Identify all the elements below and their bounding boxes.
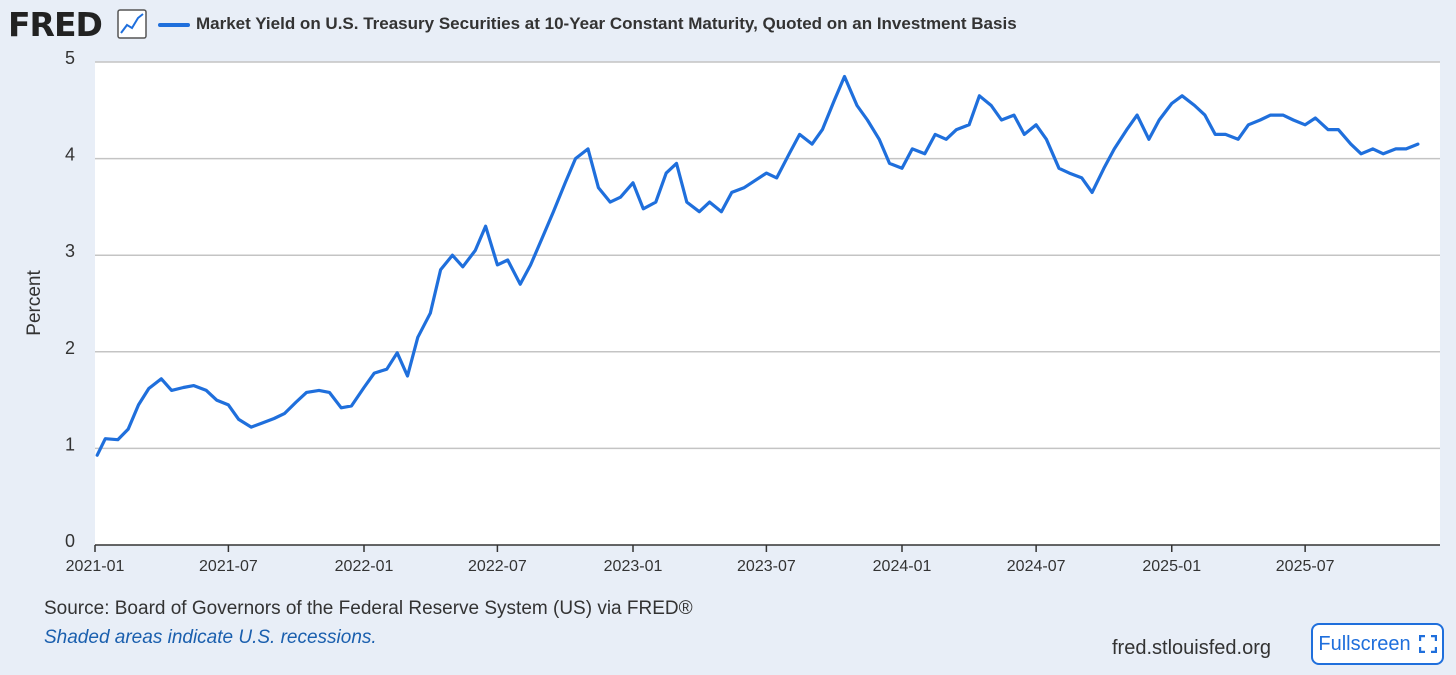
series-line-0 [95, 74, 1420, 457]
y-tick-label: 3 [65, 241, 75, 261]
y-axis-label: Percent [24, 270, 45, 336]
source-text: Source: Board of Governors of the Federa… [44, 598, 693, 619]
x-tick-label: 2023-07 [737, 558, 796, 575]
x-tick-label: 2021-01 [66, 558, 125, 575]
x-tick-label: 2024-07 [1007, 558, 1066, 575]
fred-logo[interactable]: FRED [8, 5, 103, 44]
fullscreen-button[interactable]: Fullscreen [1311, 623, 1444, 665]
line-chart-icon [117, 9, 147, 39]
recession-note: Shaded areas indicate U.S. recessions. [44, 627, 377, 648]
y-tick-label: 0 [65, 531, 75, 551]
x-tick-label: 2025-07 [1276, 558, 1335, 575]
x-tick-label: 2022-07 [468, 558, 527, 575]
x-tick-labels: 2021-01 2021-07 2022-01 2022-07 2023-01 2023-… [66, 545, 1335, 575]
x-tick-label: 2021-07 [199, 558, 258, 575]
line-chart: 0 1 2 3 4 5 2021-01 2021-07 2022-01 2022-07 2023-… [24, 48, 1440, 575]
gridlines [95, 61, 1440, 450]
y-tick-label: 1 [65, 434, 75, 454]
y-tick-label: 4 [65, 145, 75, 165]
plot-area [95, 62, 1440, 545]
chart-header: FRED Market Yield on U.S. Treasury Secur… [0, 0, 1456, 50]
y-tick-label: 2 [65, 338, 75, 358]
x-tick-label: 2022-01 [335, 558, 394, 575]
expand-icon [1418, 635, 1437, 653]
legend-swatch [158, 23, 190, 27]
series-layer [95, 74, 1420, 457]
y-tick-labels: 0 1 2 3 4 5 [65, 48, 75, 551]
fullscreen-label: Fullscreen [1318, 632, 1411, 655]
site-url[interactable]: fred.stlouisfed.org [1112, 637, 1271, 659]
x-tick-label: 2024-01 [873, 558, 932, 575]
x-tick-label: 2025-01 [1142, 558, 1201, 575]
chart-title: Market Yield on U.S. Treasury Securities… [196, 14, 1017, 33]
y-tick-label: 5 [65, 48, 75, 68]
x-tick-label: 2023-01 [604, 558, 663, 575]
